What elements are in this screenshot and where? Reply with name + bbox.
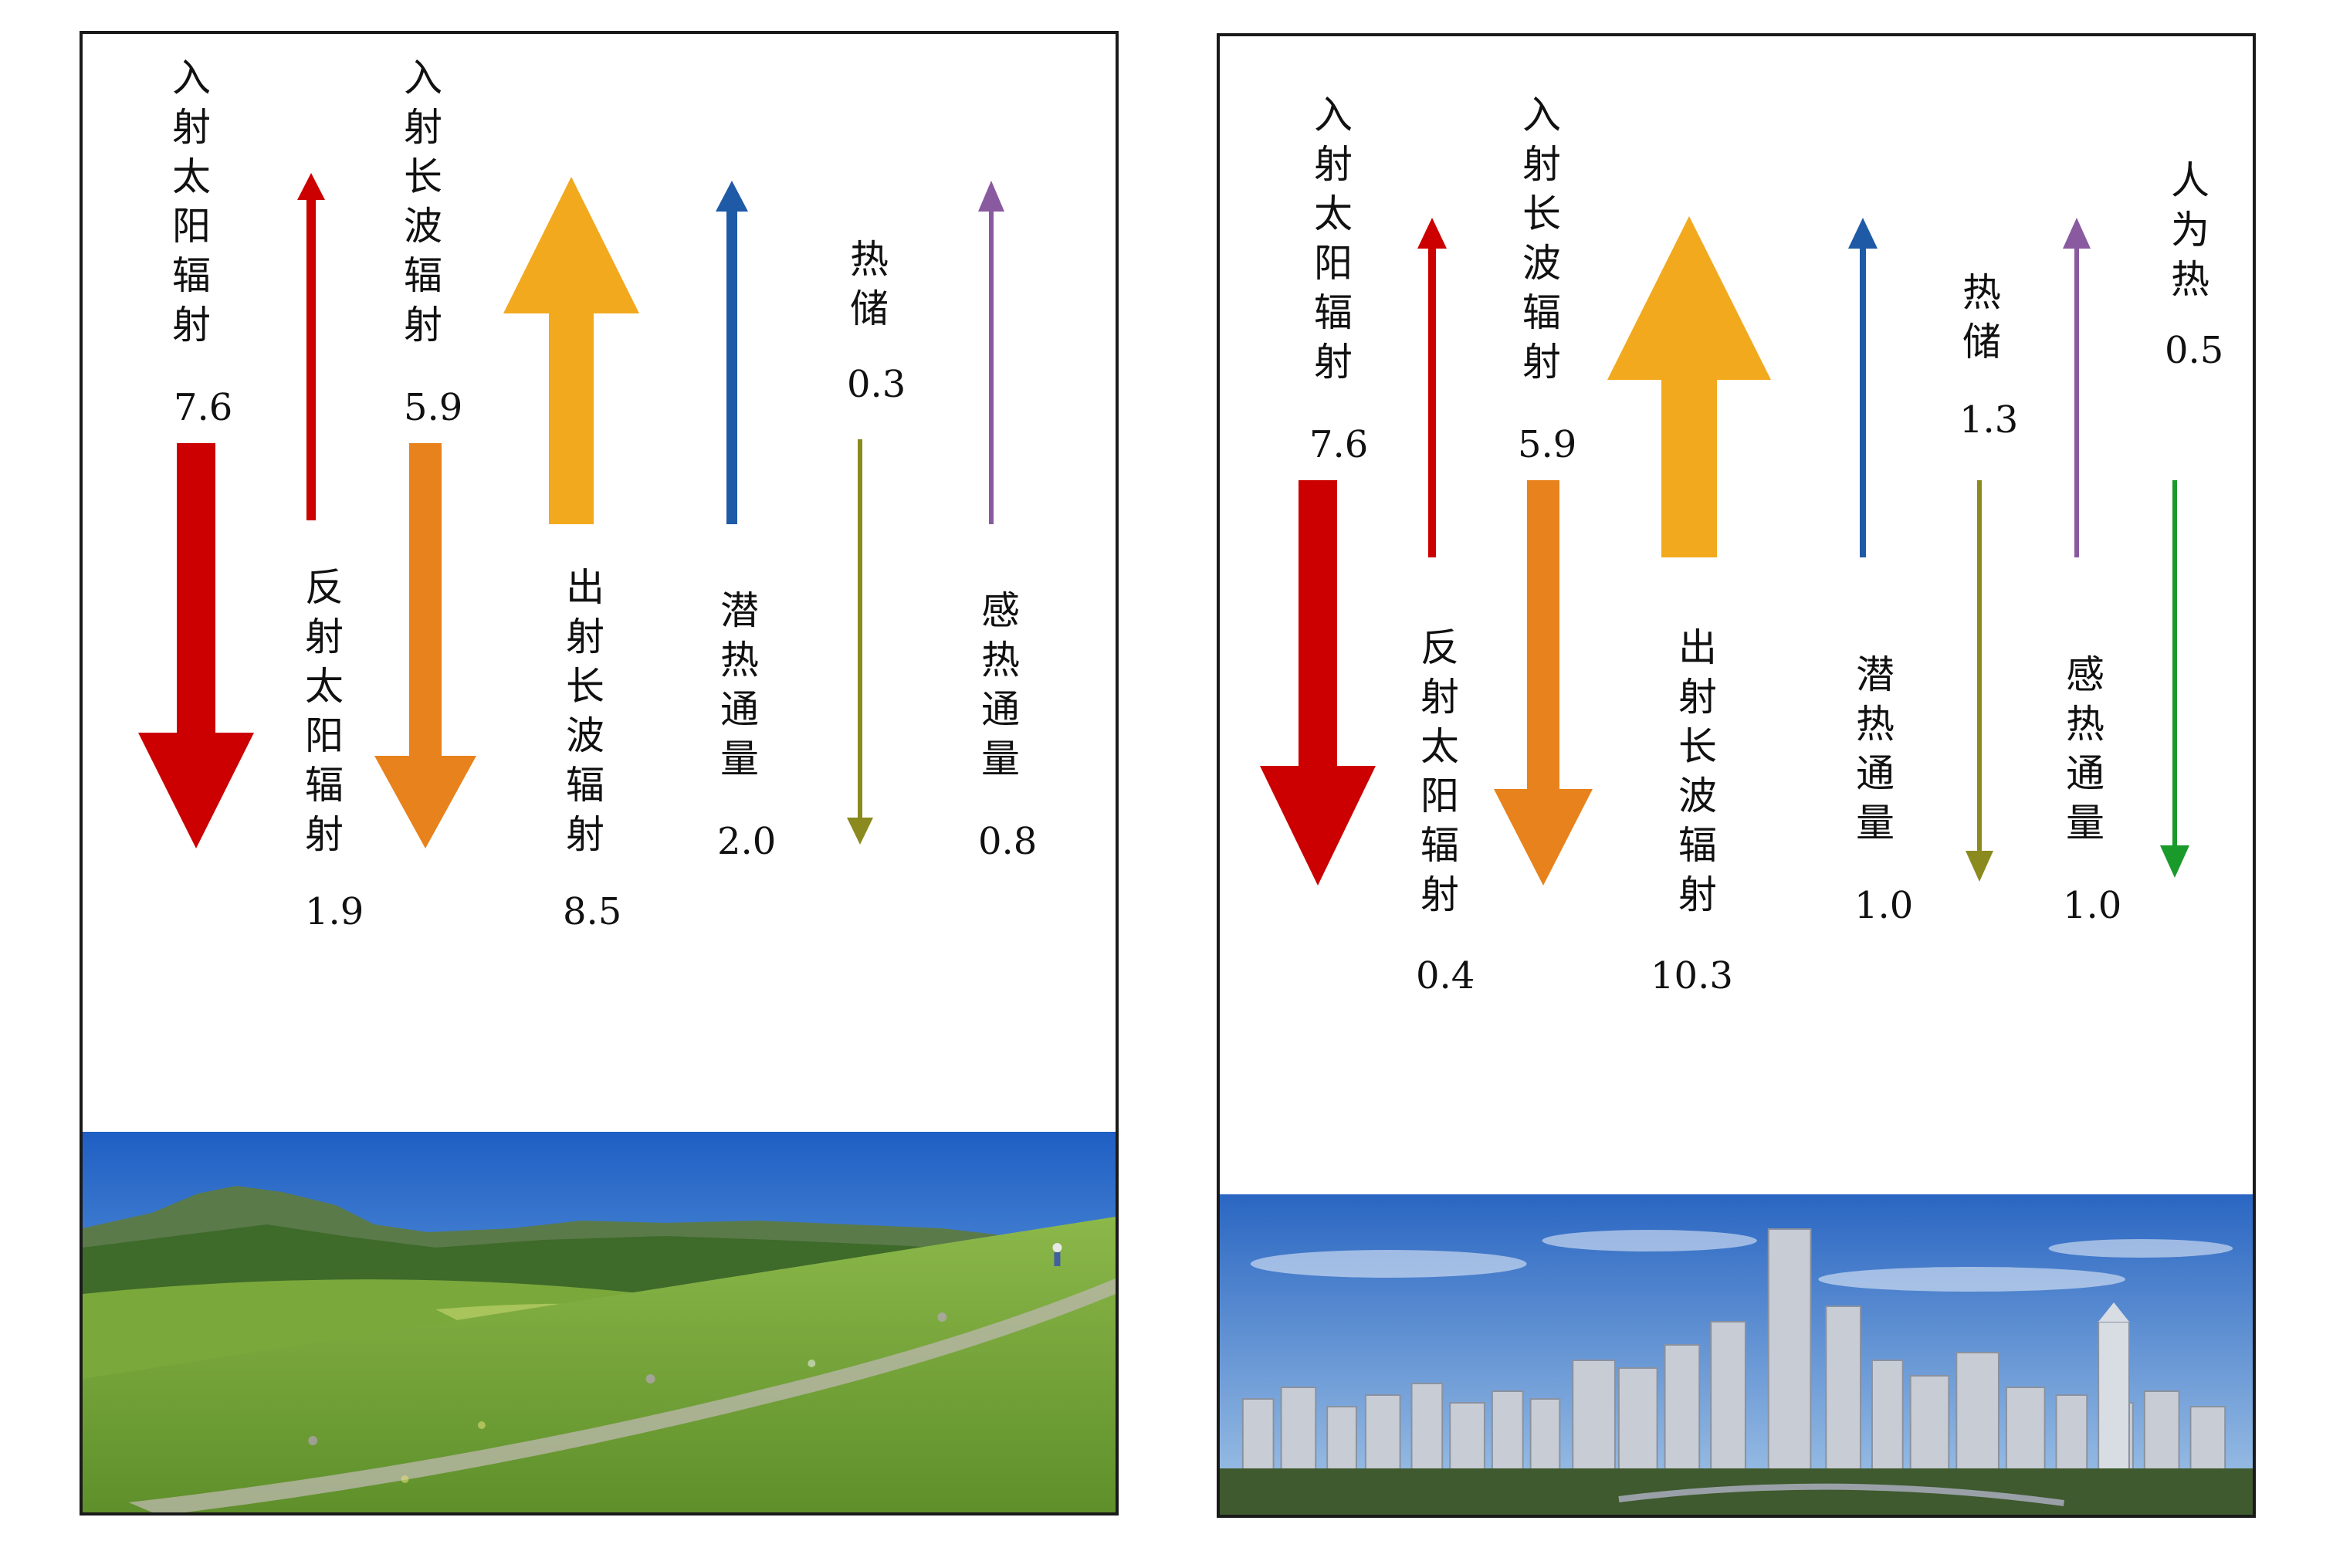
rural-latent-heat-value: 2.0 xyxy=(717,820,777,863)
rural-incoming-longwave-value: 5.9 xyxy=(404,386,463,429)
rural-incoming-longwave-arrow xyxy=(374,443,476,848)
rural-sensible-heat-label: 感热通量 xyxy=(975,590,1020,787)
rural-outgoing-longwave-arrow xyxy=(503,177,639,524)
rural-sensible-heat-value: 0.8 xyxy=(978,820,1038,863)
grassland-mountain-photo xyxy=(83,1132,1116,1512)
urban-flux-arrows xyxy=(1260,216,2189,886)
urban-energy-balance-panel: 入射太阳辐射 7.6 反射太阳辐射 0.4 入射长波辐射 5.9 出射长波辐射 … xyxy=(1217,33,2256,1518)
urban-incoming-longwave-value: 5.9 xyxy=(1518,423,1577,466)
urban-anthropogenic-heat-label: 人为热 xyxy=(2165,160,2209,308)
rural-heat-storage-label: 热储 xyxy=(844,239,889,337)
urban-latent-heat-arrow xyxy=(1848,218,1878,557)
urban-incoming-longwave-label: 入射长波辐射 xyxy=(1516,94,1561,391)
urban-incoming-longwave-arrow xyxy=(1494,480,1593,886)
rural-incoming-solar-value: 7.6 xyxy=(174,386,233,429)
urban-incoming-solar-value: 7.6 xyxy=(1309,423,1369,466)
urban-reflected-solar-label: 反射太阳辐射 xyxy=(1414,627,1459,923)
rural-incoming-longwave-label: 入射长波辐射 xyxy=(398,57,442,354)
urban-outgoing-longwave-arrow xyxy=(1607,216,1771,557)
rural-reflected-solar-label: 反射太阳辐射 xyxy=(299,567,344,863)
rural-flux-arrows xyxy=(138,173,1004,848)
rural-reflected-solar-value: 1.9 xyxy=(305,890,364,933)
rural-sensible-heat-arrow xyxy=(978,181,1004,524)
rural-outgoing-longwave-label: 出射长波辐射 xyxy=(560,567,604,863)
urban-incoming-solar-arrow xyxy=(1260,480,1376,886)
rural-outgoing-longwave-value: 8.5 xyxy=(563,890,622,933)
urban-heat-storage-arrow xyxy=(1966,480,1993,882)
urban-anthropogenic-heat-value: 0.5 xyxy=(2165,329,2224,372)
rural-heat-storage-arrow xyxy=(847,439,873,845)
rural-reflected-solar-arrow xyxy=(297,173,325,520)
urban-latent-heat-label: 潜热通量 xyxy=(1850,654,1895,852)
rural-incoming-solar-label: 入射太阳辐射 xyxy=(166,57,211,354)
rural-energy-balance-panel: 入射太阳辐射 7.6 反射太阳辐射 1.9 入射长波辐射 5.9 出射长波辐射 … xyxy=(80,31,1119,1516)
urban-anthropogenic-heat-arrow xyxy=(2160,480,2189,878)
urban-heat-storage-label: 热储 xyxy=(1956,272,2001,371)
urban-heat-storage-value: 1.3 xyxy=(1959,398,2019,442)
urban-sensible-heat-value: 1.0 xyxy=(2063,884,2122,927)
rural-incoming-solar-arrow xyxy=(138,443,254,848)
urban-sensible-heat-label: 感热通量 xyxy=(2060,654,2104,852)
urban-sensible-heat-arrow xyxy=(2063,218,2091,557)
rural-heat-storage-value: 0.3 xyxy=(847,363,906,406)
rural-latent-heat-arrow xyxy=(716,181,748,524)
urban-incoming-solar-label: 入射太阳辐射 xyxy=(1308,94,1353,391)
urban-outgoing-longwave-label: 出射长波辐射 xyxy=(1672,627,1717,923)
urban-reflected-solar-arrow xyxy=(1417,218,1447,557)
city-skyline-photo xyxy=(1220,1194,2253,1515)
urban-latent-heat-value: 1.0 xyxy=(1854,884,1914,927)
rural-latent-heat-label: 潜热通量 xyxy=(714,590,759,787)
urban-reflected-solar-value: 0.4 xyxy=(1416,954,1475,997)
urban-outgoing-longwave-value: 10.3 xyxy=(1651,954,1733,997)
